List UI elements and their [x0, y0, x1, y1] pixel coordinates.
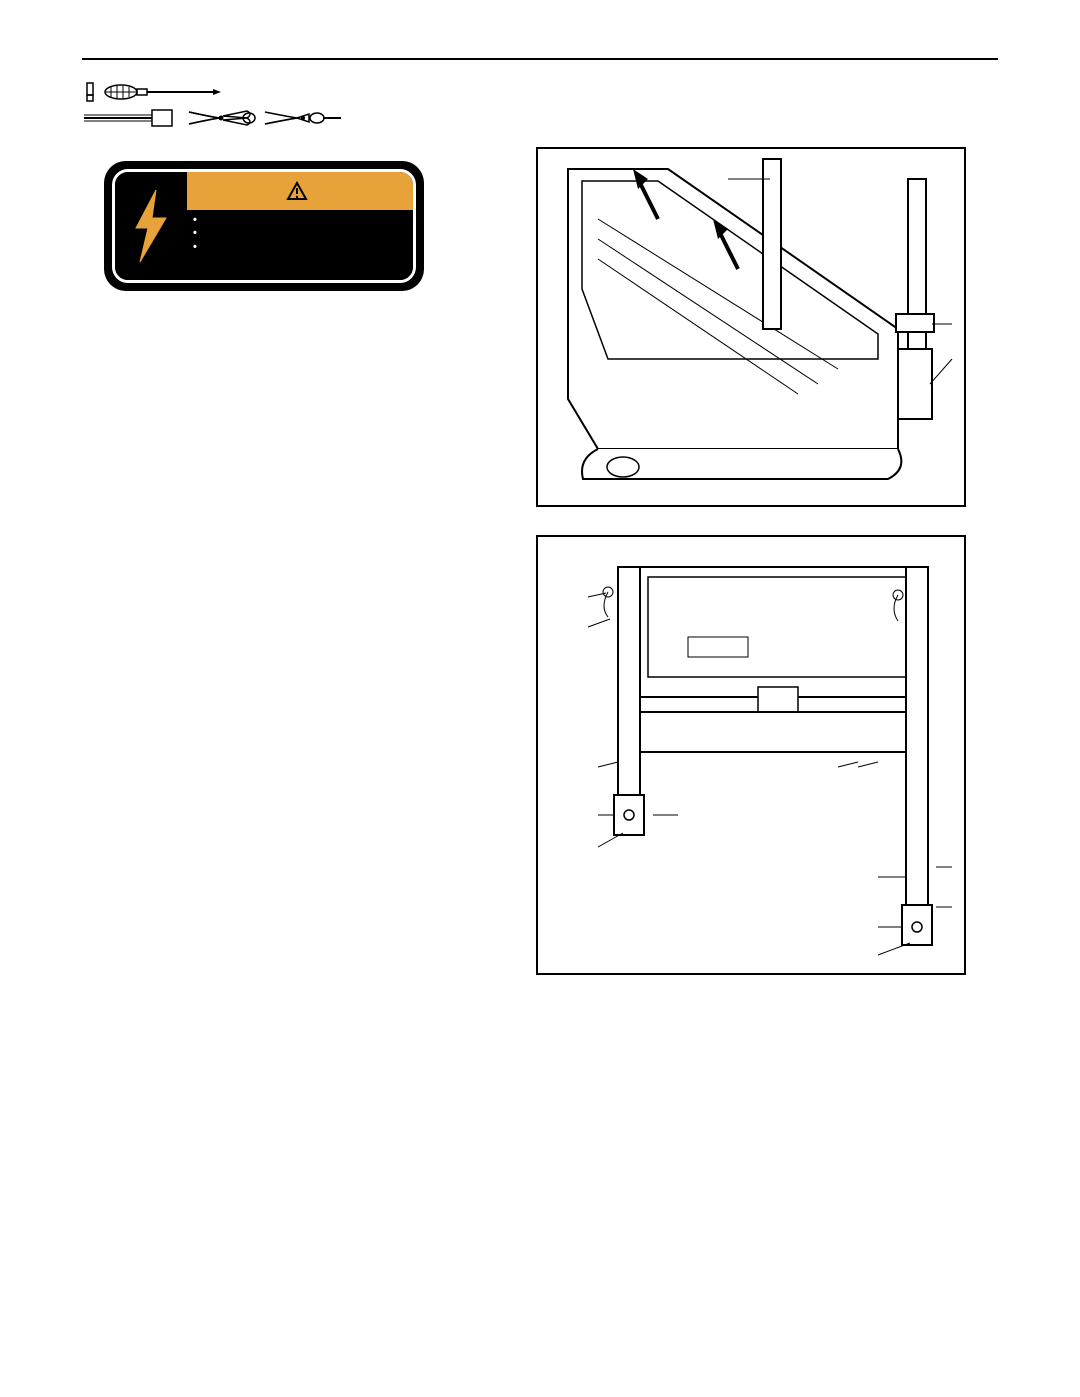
manual-page — [0, 0, 1080, 1397]
left-column — [82, 147, 512, 975]
warning-triangle-icon — [286, 181, 308, 201]
warning-line-3 — [193, 241, 407, 255]
wire-cutters-icon — [187, 108, 259, 128]
allen-wrench-icon — [82, 81, 98, 103]
warning-badge — [104, 161, 424, 291]
warning-list — [187, 210, 413, 280]
warning-banner — [187, 172, 413, 210]
warning-right — [187, 172, 413, 280]
diagram-2-svg — [538, 537, 964, 973]
right-column — [536, 147, 998, 975]
warning-line-2 — [193, 227, 407, 241]
pliers-icon — [263, 108, 345, 128]
warning-line-1 — [193, 214, 407, 228]
screwdriver-icon — [103, 83, 223, 101]
mallet-icon — [82, 108, 182, 128]
warning-inner — [112, 169, 416, 283]
top-rule — [82, 58, 998, 60]
diagram-1 — [536, 147, 966, 507]
content-columns — [82, 147, 998, 975]
diagram-1-svg — [538, 149, 964, 505]
tools-line — [82, 78, 998, 131]
diagram-2 — [536, 535, 966, 975]
warning-bolt-panel — [115, 172, 187, 280]
bolt-icon — [126, 186, 176, 266]
